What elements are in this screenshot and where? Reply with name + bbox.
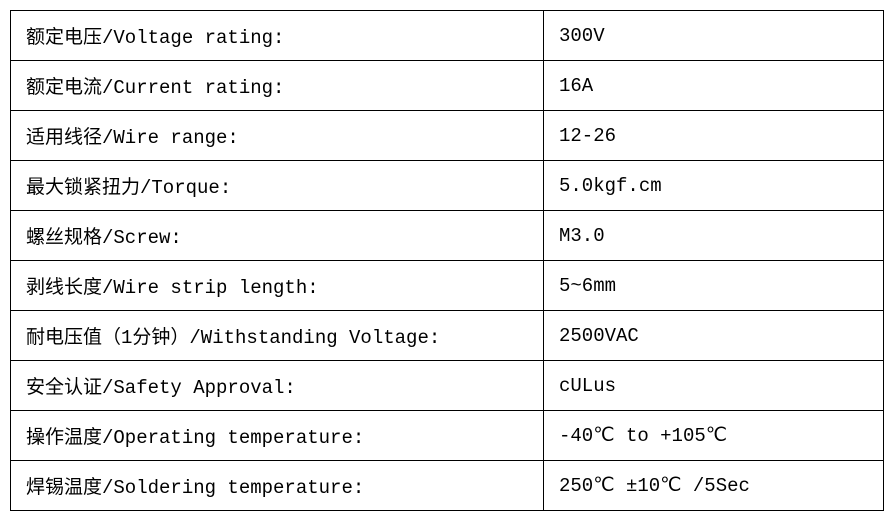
- table-row: 操作温度/Operating temperature: -40℃ to +105℃: [10, 410, 884, 461]
- spec-table: 额定电压/Voltage rating: 300V 额定电流/Current rat…: [10, 10, 884, 511]
- spec-label: 焊锡温度/Soldering temperature:: [10, 460, 544, 511]
- table-row: 适用线径/Wire range: 12-26: [10, 110, 884, 161]
- table-row: 最大锁紧扭力/Torque: 5.0kgf.cm: [10, 160, 884, 211]
- spec-label: 螺丝规格/Screw:: [10, 210, 544, 261]
- spec-label: 最大锁紧扭力/Torque:: [10, 160, 544, 211]
- spec-value: cULus: [543, 360, 884, 411]
- spec-value: 250℃ ±10℃ /5Sec: [543, 460, 884, 511]
- table-row: 额定电压/Voltage rating: 300V: [10, 10, 884, 61]
- table-row: 安全认证/Safety Approval: cULus: [10, 360, 884, 411]
- spec-value: 2500VAC: [543, 310, 884, 361]
- spec-label: 适用线径/Wire range:: [10, 110, 544, 161]
- spec-label: 耐电压值（1分钟）/Withstanding Voltage:: [10, 310, 544, 361]
- spec-label: 额定电压/Voltage rating:: [10, 10, 544, 61]
- spec-value: 5~6mm: [543, 260, 884, 311]
- table-row: 焊锡温度/Soldering temperature: 250℃ ±10℃ /5S…: [10, 460, 884, 511]
- table-row: 剥线长度/Wire strip length: 5~6mm: [10, 260, 884, 311]
- table-row: 额定电流/Current rating: 16A: [10, 60, 884, 111]
- spec-label: 操作温度/Operating temperature:: [10, 410, 544, 461]
- spec-value: M3.0: [543, 210, 884, 261]
- spec-value: 5.0kgf.cm: [543, 160, 884, 211]
- spec-value: 300V: [543, 10, 884, 61]
- spec-label: 额定电流/Current rating:: [10, 60, 544, 111]
- spec-label: 安全认证/Safety Approval:: [10, 360, 544, 411]
- table-row: 螺丝规格/Screw: M3.0: [10, 210, 884, 261]
- table-row: 耐电压值（1分钟）/Withstanding Voltage: 2500VAC: [10, 310, 884, 361]
- spec-value: 16A: [543, 60, 884, 111]
- spec-label: 剥线长度/Wire strip length:: [10, 260, 544, 311]
- spec-value: -40℃ to +105℃: [543, 410, 884, 461]
- spec-value: 12-26: [543, 110, 884, 161]
